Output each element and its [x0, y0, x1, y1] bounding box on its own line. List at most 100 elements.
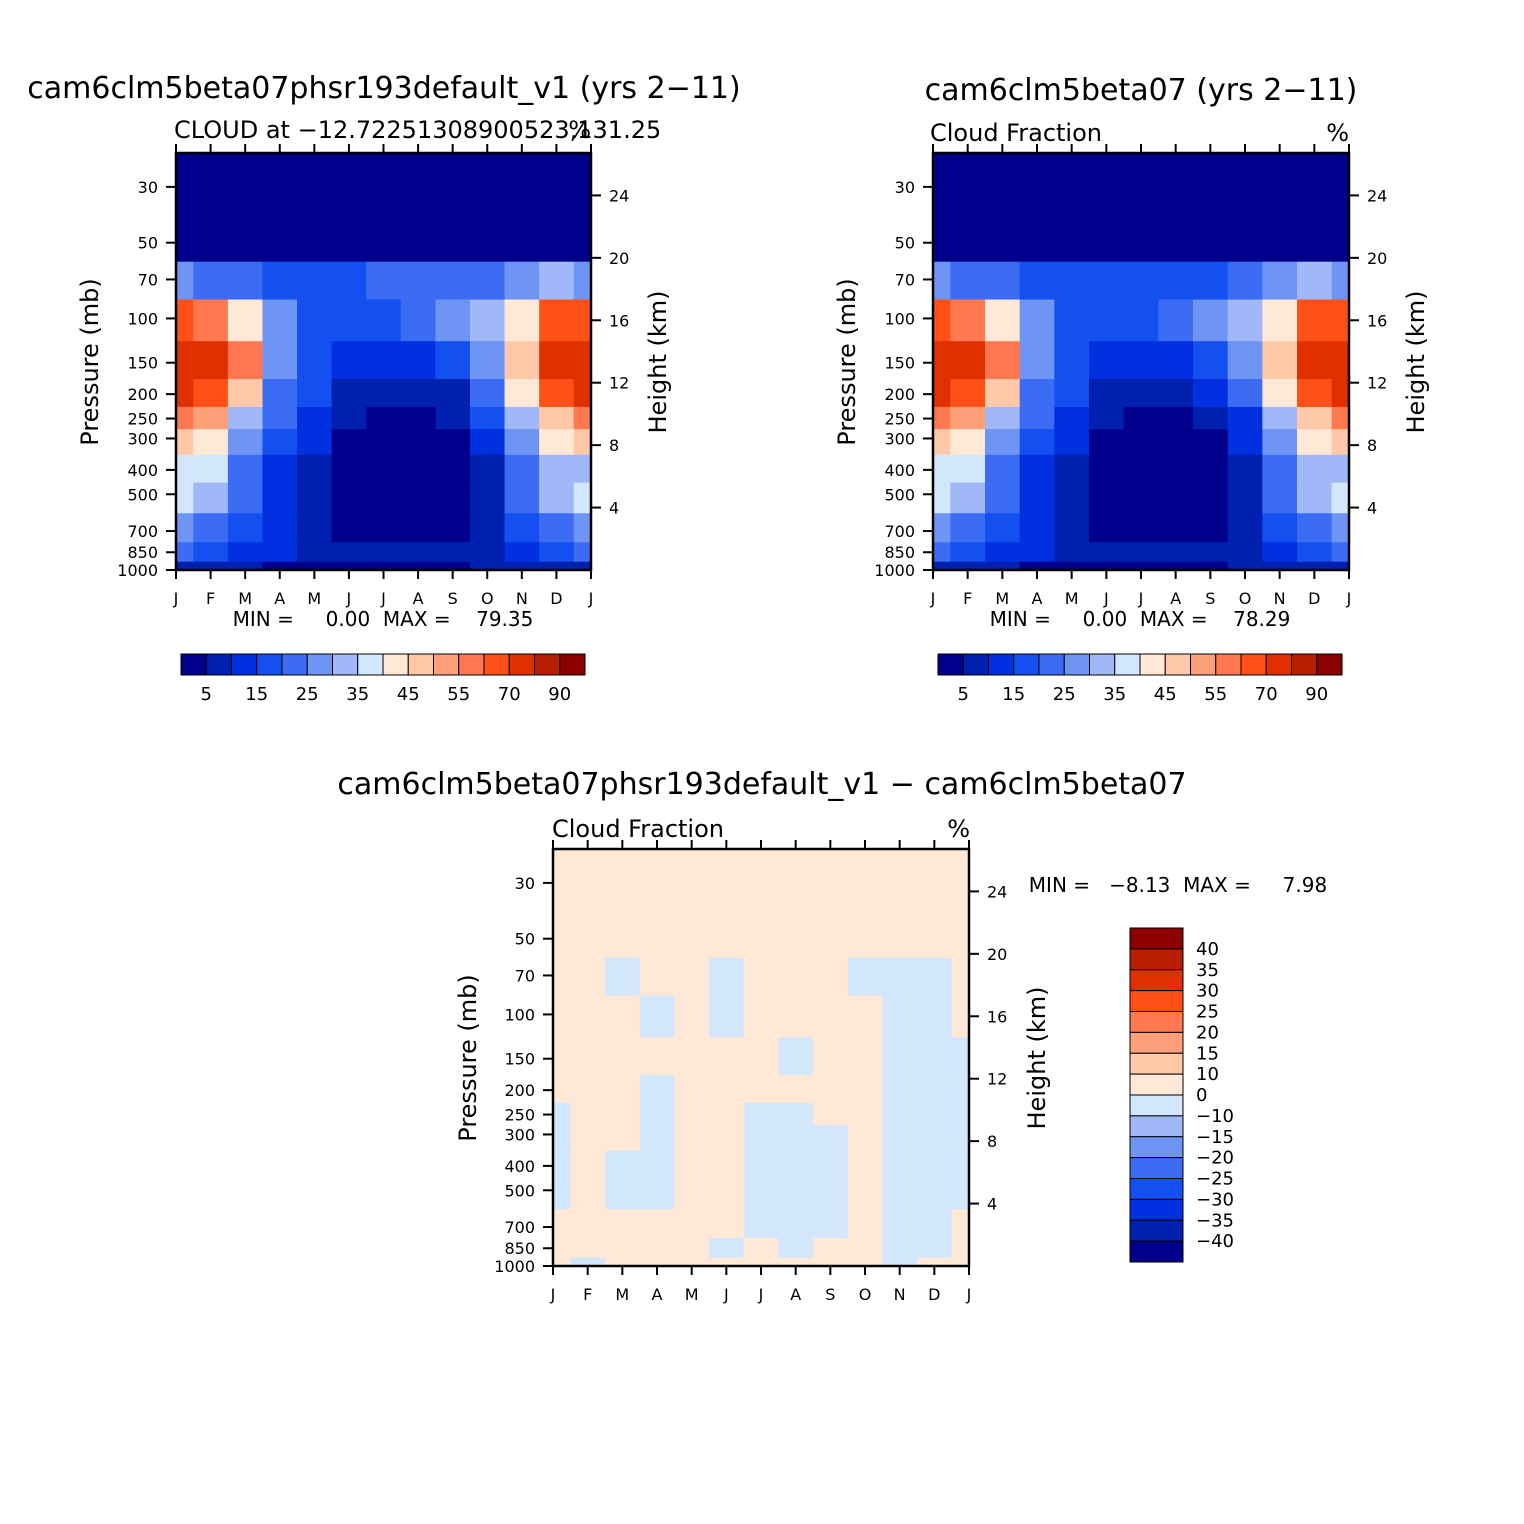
- panel-2-ylabel-right: Height (km): [1402, 291, 1430, 434]
- contour-cell: [605, 849, 641, 912]
- contour-cell: [778, 1208, 814, 1239]
- contour-cell: [553, 1178, 571, 1210]
- contour-cell: [297, 261, 333, 300]
- x-tick-label: A: [790, 1285, 801, 1304]
- contour-cell: [847, 1036, 883, 1076]
- contour-cell: [573, 541, 592, 562]
- colorbar-label: 70: [1255, 684, 1278, 705]
- contour-cell: [1019, 541, 1055, 562]
- contour-cell: [1262, 340, 1298, 380]
- contour-cell: [917, 1257, 953, 1267]
- contour-cell: [1262, 298, 1298, 342]
- y-tick-label: 70: [895, 270, 915, 289]
- contour-cell: [950, 214, 986, 262]
- colorbar-swatch: [937, 653, 964, 676]
- y-tick-label: 100: [884, 309, 915, 328]
- colorbar-swatch: [1129, 1115, 1184, 1138]
- contour-cell: [605, 1178, 641, 1210]
- x-tick-label: N: [894, 1285, 906, 1304]
- contour-cell: [950, 541, 986, 562]
- contour-cell: [262, 561, 298, 571]
- panel-1-title: cam6clm5beta07phsr193default_v1 (yrs 2−1…: [27, 71, 740, 106]
- contour-cell: [1262, 406, 1298, 430]
- contour-cell: [1297, 406, 1333, 430]
- contour-cell: [1158, 561, 1194, 571]
- contour-cell: [193, 561, 229, 571]
- colorbar-label: −35: [1196, 1210, 1234, 1231]
- y2-tick-label: 24: [987, 882, 1007, 901]
- contour-cell: [176, 378, 194, 407]
- contour-cell: [469, 214, 506, 262]
- contour-cell: [469, 261, 506, 300]
- colorbar-label: −20: [1196, 1148, 1234, 1169]
- colorbar-label: 25: [296, 684, 319, 705]
- contour-cell: [435, 378, 471, 407]
- contour-cell: [176, 214, 194, 262]
- panel-1: cam6clm5beta07phsr193default_v1 (yrs 2−1…: [27, 71, 740, 705]
- contour-cell: [193, 428, 229, 455]
- contour-cell: [917, 1036, 953, 1076]
- contour-cell: [639, 910, 675, 958]
- contour-cell: [1054, 454, 1090, 483]
- y-tick-label: 70: [138, 270, 158, 289]
- y-tick-label: 100: [504, 1005, 535, 1024]
- contour-cell: [813, 957, 849, 996]
- contour-cell: [778, 1257, 814, 1267]
- colorbar-label: −10: [1196, 1106, 1234, 1127]
- x-tick-label: S: [1205, 589, 1215, 608]
- contour-cell: [1054, 406, 1090, 430]
- y-tick-label: 700: [504, 1218, 535, 1237]
- contour-cell: [985, 428, 1021, 455]
- contour-cell: [1193, 561, 1229, 571]
- contour-cell: [1123, 298, 1159, 342]
- contour-cell: [917, 1074, 953, 1103]
- contour-cell: [1158, 340, 1194, 380]
- contour-cell: [297, 340, 333, 380]
- y-tick-label: 400: [127, 461, 158, 480]
- x-tick-label: M: [307, 589, 321, 608]
- colorbar-swatch: [180, 653, 207, 676]
- contour-cell: [176, 512, 194, 543]
- x-tick-label: M: [995, 589, 1009, 608]
- contour-cell: [709, 1150, 745, 1179]
- contour-cell: [847, 957, 883, 996]
- y2-tick-label: 24: [609, 186, 629, 205]
- y2-tick-label: 16: [609, 311, 629, 330]
- contour-cell: [933, 541, 951, 562]
- contour-cell: [570, 1036, 606, 1076]
- colorbar-label: 30: [1196, 981, 1219, 1002]
- contour-cell: [1227, 261, 1263, 300]
- contour-cell: [674, 957, 710, 996]
- contour-cell: [1054, 428, 1090, 455]
- colorbar-label: 55: [1204, 684, 1227, 705]
- contour-cell: [674, 1178, 710, 1210]
- contour-cell: [435, 512, 471, 543]
- colorbar-label: 25: [1196, 1002, 1219, 1023]
- contour-cell: [605, 994, 641, 1038]
- contour-cell: [573, 406, 592, 430]
- colorbar-swatch: [483, 653, 510, 676]
- contour-cell: [847, 1208, 883, 1239]
- panel-2-minmax: MIN = 0.00 MAX = 78.29: [990, 607, 1291, 631]
- contour-cell: [1054, 541, 1090, 562]
- colorbar-label: 55: [447, 684, 470, 705]
- x-tick-label: J: [758, 1285, 764, 1304]
- panel-2-subtitle: Cloud Fraction: [930, 119, 1102, 147]
- contour-cell: [709, 994, 745, 1038]
- y-tick-label: 1000: [494, 1257, 535, 1276]
- y-tick-label: 1000: [874, 561, 915, 580]
- contour-cell: [366, 378, 402, 407]
- contour-cell: [917, 957, 953, 996]
- contour-cell: [1019, 298, 1055, 342]
- contour-cell: [674, 994, 710, 1038]
- y2-tick-label: 20: [1367, 249, 1387, 268]
- contour-cell: [1089, 378, 1125, 407]
- contour-cell: [847, 1102, 883, 1126]
- contour-cell: [605, 1150, 641, 1179]
- contour-cell: [331, 561, 367, 571]
- contour-cell: [639, 1178, 675, 1210]
- colorbar-label: −40: [1196, 1231, 1234, 1252]
- contour-cell: [933, 261, 951, 300]
- colorbar-swatch: [1129, 1136, 1184, 1159]
- contour-cell: [1227, 406, 1263, 430]
